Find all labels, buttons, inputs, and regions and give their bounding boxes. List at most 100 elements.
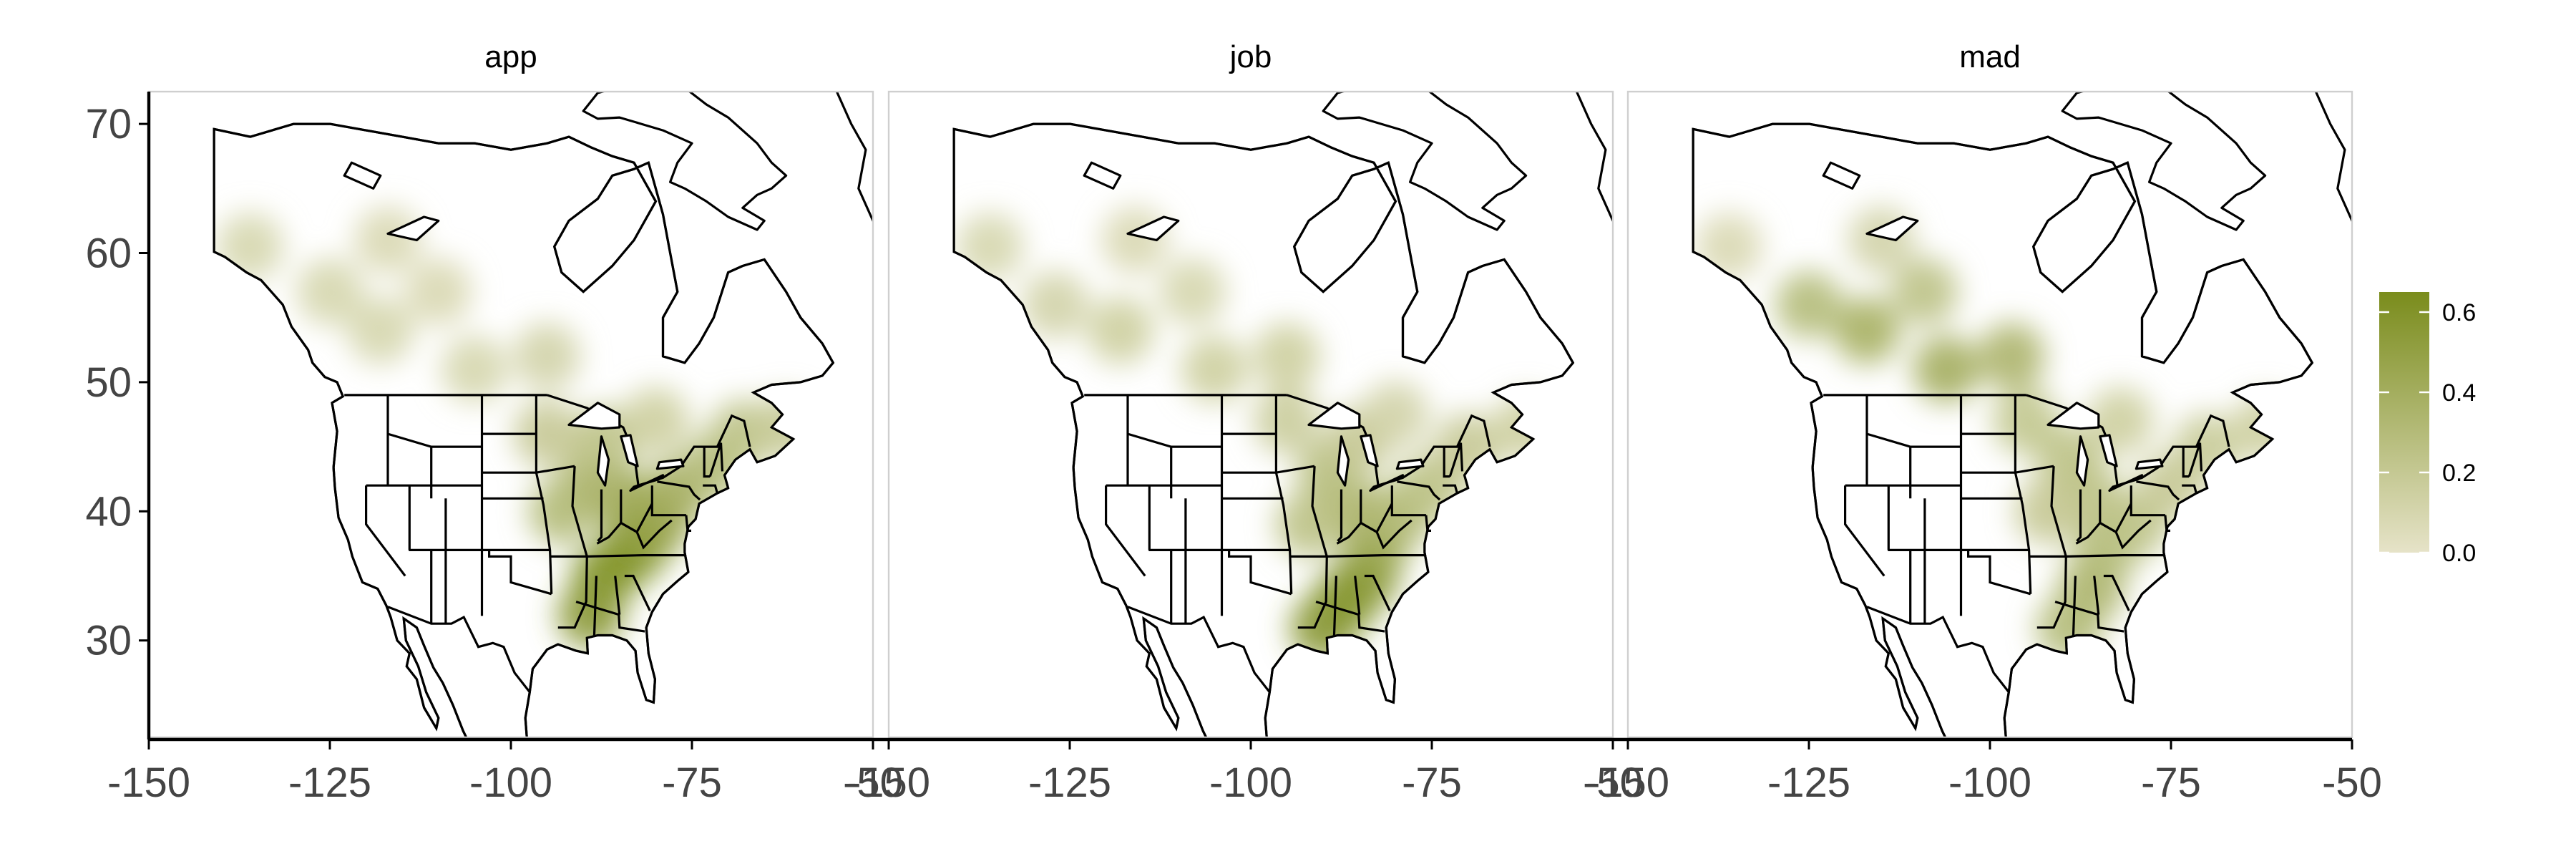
- border-line: [2129, 485, 2165, 517]
- border-line: [703, 447, 711, 478]
- coastline: [952, 122, 1575, 737]
- border-line: [2066, 554, 2165, 558]
- arctic-island: [2061, 92, 2267, 231]
- north-america-landmass: [213, 122, 834, 737]
- border-line: [1354, 576, 1361, 615]
- border-line: [2093, 576, 2100, 615]
- border-line: [1315, 601, 1385, 633]
- lake-outline: [567, 402, 621, 430]
- heat-cell: [1993, 387, 2060, 455]
- heat-cell: [1181, 336, 1248, 403]
- border-line: [387, 606, 531, 693]
- panels-layer: app job mad: [147, 39, 2353, 739]
- heat-cell: [1362, 381, 1429, 448]
- x-tick-label: -150: [1586, 759, 1669, 806]
- border-line: [2014, 472, 2032, 594]
- panel-border: [887, 90, 1614, 739]
- heat-cell: [405, 258, 472, 326]
- border-line: [657, 480, 701, 501]
- heat-cell: [957, 213, 1024, 281]
- border-line: [1337, 489, 1343, 542]
- y-tick-label: 60: [85, 230, 132, 277]
- border-line: [1332, 576, 1337, 637]
- heat-cell: [217, 213, 284, 281]
- panel-app: app: [147, 39, 874, 739]
- border-line: [587, 554, 686, 558]
- lake-outline: [655, 458, 685, 470]
- border-line: [596, 522, 623, 545]
- border-line: [2054, 601, 2124, 633]
- heat-cell: [1978, 322, 2045, 390]
- x-tick-label: -75: [2141, 759, 2201, 806]
- border-line: [1967, 550, 2031, 596]
- lake-outline: [2099, 434, 2118, 467]
- x-tick-label: -150: [847, 759, 930, 806]
- state-borders: [1084, 394, 1491, 693]
- border-line: [2076, 489, 2082, 542]
- border-line: [703, 484, 718, 494]
- heat-cell: [1254, 387, 1321, 455]
- border-line: [2072, 576, 2077, 637]
- greenland-landmass: [1575, 92, 1613, 223]
- heat-cell: [441, 336, 509, 403]
- heat-cell: [2232, 394, 2299, 461]
- lake-outline: [1083, 161, 1122, 190]
- border-line: [1297, 466, 1328, 629]
- heat-cell: [1493, 394, 1560, 461]
- border-line: [1844, 485, 1885, 577]
- border-line: [2036, 466, 2067, 629]
- lake-outline: [1360, 434, 1379, 467]
- lake-outline: [596, 435, 610, 487]
- facet-label-mad: mad: [1959, 39, 2021, 74]
- arctic-island: [1322, 92, 1528, 231]
- border-line: [650, 485, 686, 517]
- y-tick-label: 50: [85, 359, 132, 406]
- legend-tick-label: 0.0: [2442, 540, 2476, 567]
- heat-cell: [622, 387, 690, 455]
- facet-label-job: job: [1229, 39, 1272, 74]
- x-tick-label: -100: [1948, 759, 2031, 806]
- colorbar: [2379, 292, 2429, 553]
- lake-outline: [1307, 402, 1361, 430]
- x-tick-label: -100: [1209, 759, 1292, 806]
- heat-cell: [514, 400, 581, 467]
- x-tick-label: -50: [843, 759, 903, 806]
- lake-outline: [1369, 474, 1405, 492]
- heat-cell: [347, 296, 414, 364]
- coastline: [213, 122, 835, 737]
- heat-cell: [514, 322, 581, 390]
- x-tick-label: -50: [1583, 759, 1643, 806]
- border-line: [1866, 606, 2010, 693]
- y-tick-label: 30: [85, 618, 132, 664]
- heat-cell: [1696, 213, 1763, 281]
- x-tick-label: -125: [1767, 759, 1850, 806]
- state-borders: [1823, 394, 2230, 693]
- border-line: [1364, 574, 1391, 611]
- border-line: [365, 485, 406, 577]
- border-line: [592, 576, 597, 637]
- y-tick-label: 70: [85, 101, 132, 147]
- x-tick-label: -125: [1028, 759, 1111, 806]
- border-line: [1228, 550, 1292, 596]
- border-line: [1105, 485, 1146, 577]
- greenland-landmass: [2314, 92, 2352, 223]
- border-line: [624, 574, 651, 611]
- facet-label-app: app: [484, 39, 537, 74]
- heat-cell: [1254, 322, 1321, 390]
- lake-outline: [2075, 435, 2089, 487]
- border-line: [2182, 484, 2197, 494]
- border-line: [1448, 442, 1464, 477]
- heat-cell: [1913, 336, 1980, 403]
- border-line: [2103, 574, 2130, 611]
- border-line: [575, 601, 645, 633]
- lake-outline: [2108, 474, 2144, 492]
- border-line: [488, 550, 552, 596]
- heat-cell: [1022, 271, 1089, 339]
- border-line: [1336, 522, 1362, 545]
- lake-outline: [1865, 215, 1919, 242]
- border-line: [2075, 522, 2102, 545]
- arctic-island: [582, 92, 788, 231]
- x-tick-label: -100: [469, 759, 552, 806]
- lake-outline: [343, 161, 382, 190]
